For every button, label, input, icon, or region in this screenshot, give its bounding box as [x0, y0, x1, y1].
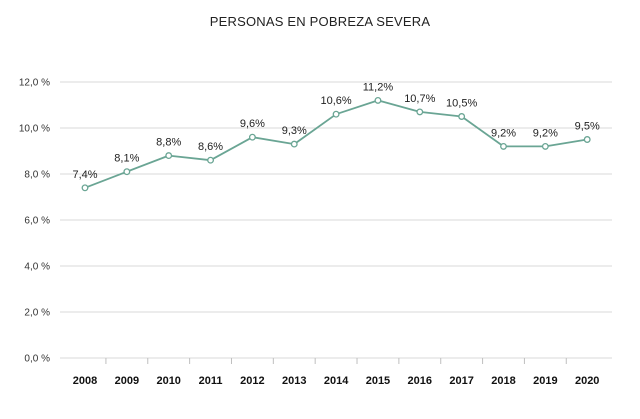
- data-label: 9,2%: [491, 127, 516, 139]
- series-line: [81, 96, 591, 192]
- data-point: [541, 142, 549, 150]
- data-point: [332, 110, 340, 118]
- gridlines: [60, 81, 612, 359]
- y-tick-label: 2,0 %: [24, 308, 50, 319]
- data-point: [290, 140, 298, 148]
- y-tick-label: 10,0 %: [19, 124, 50, 135]
- data-point: [248, 133, 256, 141]
- x-axis-ticks: 2008 2009 2010 2011 2012 2013 2014 2015 2016 2017…: [73, 358, 599, 387]
- data-labels: 7,4% 8,1% 8,8% 8,6% 9,6% 9,3% 10,6% 11,2% 10,7% 1…: [72, 81, 599, 180]
- data-point: [500, 142, 507, 150]
- data-point: [81, 184, 89, 192]
- data-point: [583, 136, 591, 143]
- x-tick-label: 2013: [282, 375, 306, 387]
- data-label: 9,3%: [282, 125, 307, 137]
- data-point: [207, 156, 214, 164]
- data-label: 9,2%: [533, 127, 558, 139]
- data-label: 10,6%: [320, 95, 351, 107]
- data-label: 8,1%: [114, 153, 139, 165]
- x-tick-label: 2015: [366, 375, 390, 387]
- data-point: [165, 152, 173, 160]
- x-tick-label: 2019: [533, 375, 557, 387]
- x-tick-label: 2010: [156, 375, 180, 387]
- x-tick-label: 2008: [73, 375, 97, 387]
- y-tick-label: 4,0 %: [24, 262, 50, 273]
- data-label: 8,6%: [198, 141, 223, 153]
- y-tick-label: 12,0 %: [19, 78, 50, 89]
- x-tick-label: 2014: [324, 375, 349, 387]
- data-label: 10,5%: [446, 98, 477, 110]
- data-label: 7,4%: [72, 169, 97, 181]
- x-tick-label: 2016: [408, 375, 432, 387]
- y-axis-ticks: 0,0 % 2,0 % 4,0 % 6,0 % 8,0 % 10,0 % 12,0 %: [19, 78, 50, 365]
- x-tick-label: 2011: [199, 375, 223, 387]
- x-tick-label: 2018: [491, 375, 515, 387]
- x-tick-label: 2012: [240, 375, 264, 387]
- data-point: [374, 96, 382, 104]
- y-tick-label: 0,0 %: [24, 354, 50, 365]
- x-tick-label: 2017: [449, 375, 473, 387]
- y-tick-label: 8,0 %: [24, 170, 50, 181]
- y-tick-label: 6,0 %: [24, 216, 50, 227]
- data-label: 10,7%: [404, 93, 435, 105]
- data-point: [416, 108, 424, 116]
- x-tick-label: 2009: [115, 375, 139, 387]
- chart-title: PERSONAS EN POBREZA SEVERA: [210, 14, 431, 29]
- data-point: [458, 113, 466, 120]
- data-label: 9,5%: [575, 121, 600, 133]
- data-label: 8,8%: [156, 137, 181, 149]
- data-point: [123, 168, 131, 176]
- data-label: 11,2%: [363, 81, 394, 93]
- data-label: 9,6%: [240, 118, 265, 130]
- x-tick-label: 2020: [575, 375, 599, 387]
